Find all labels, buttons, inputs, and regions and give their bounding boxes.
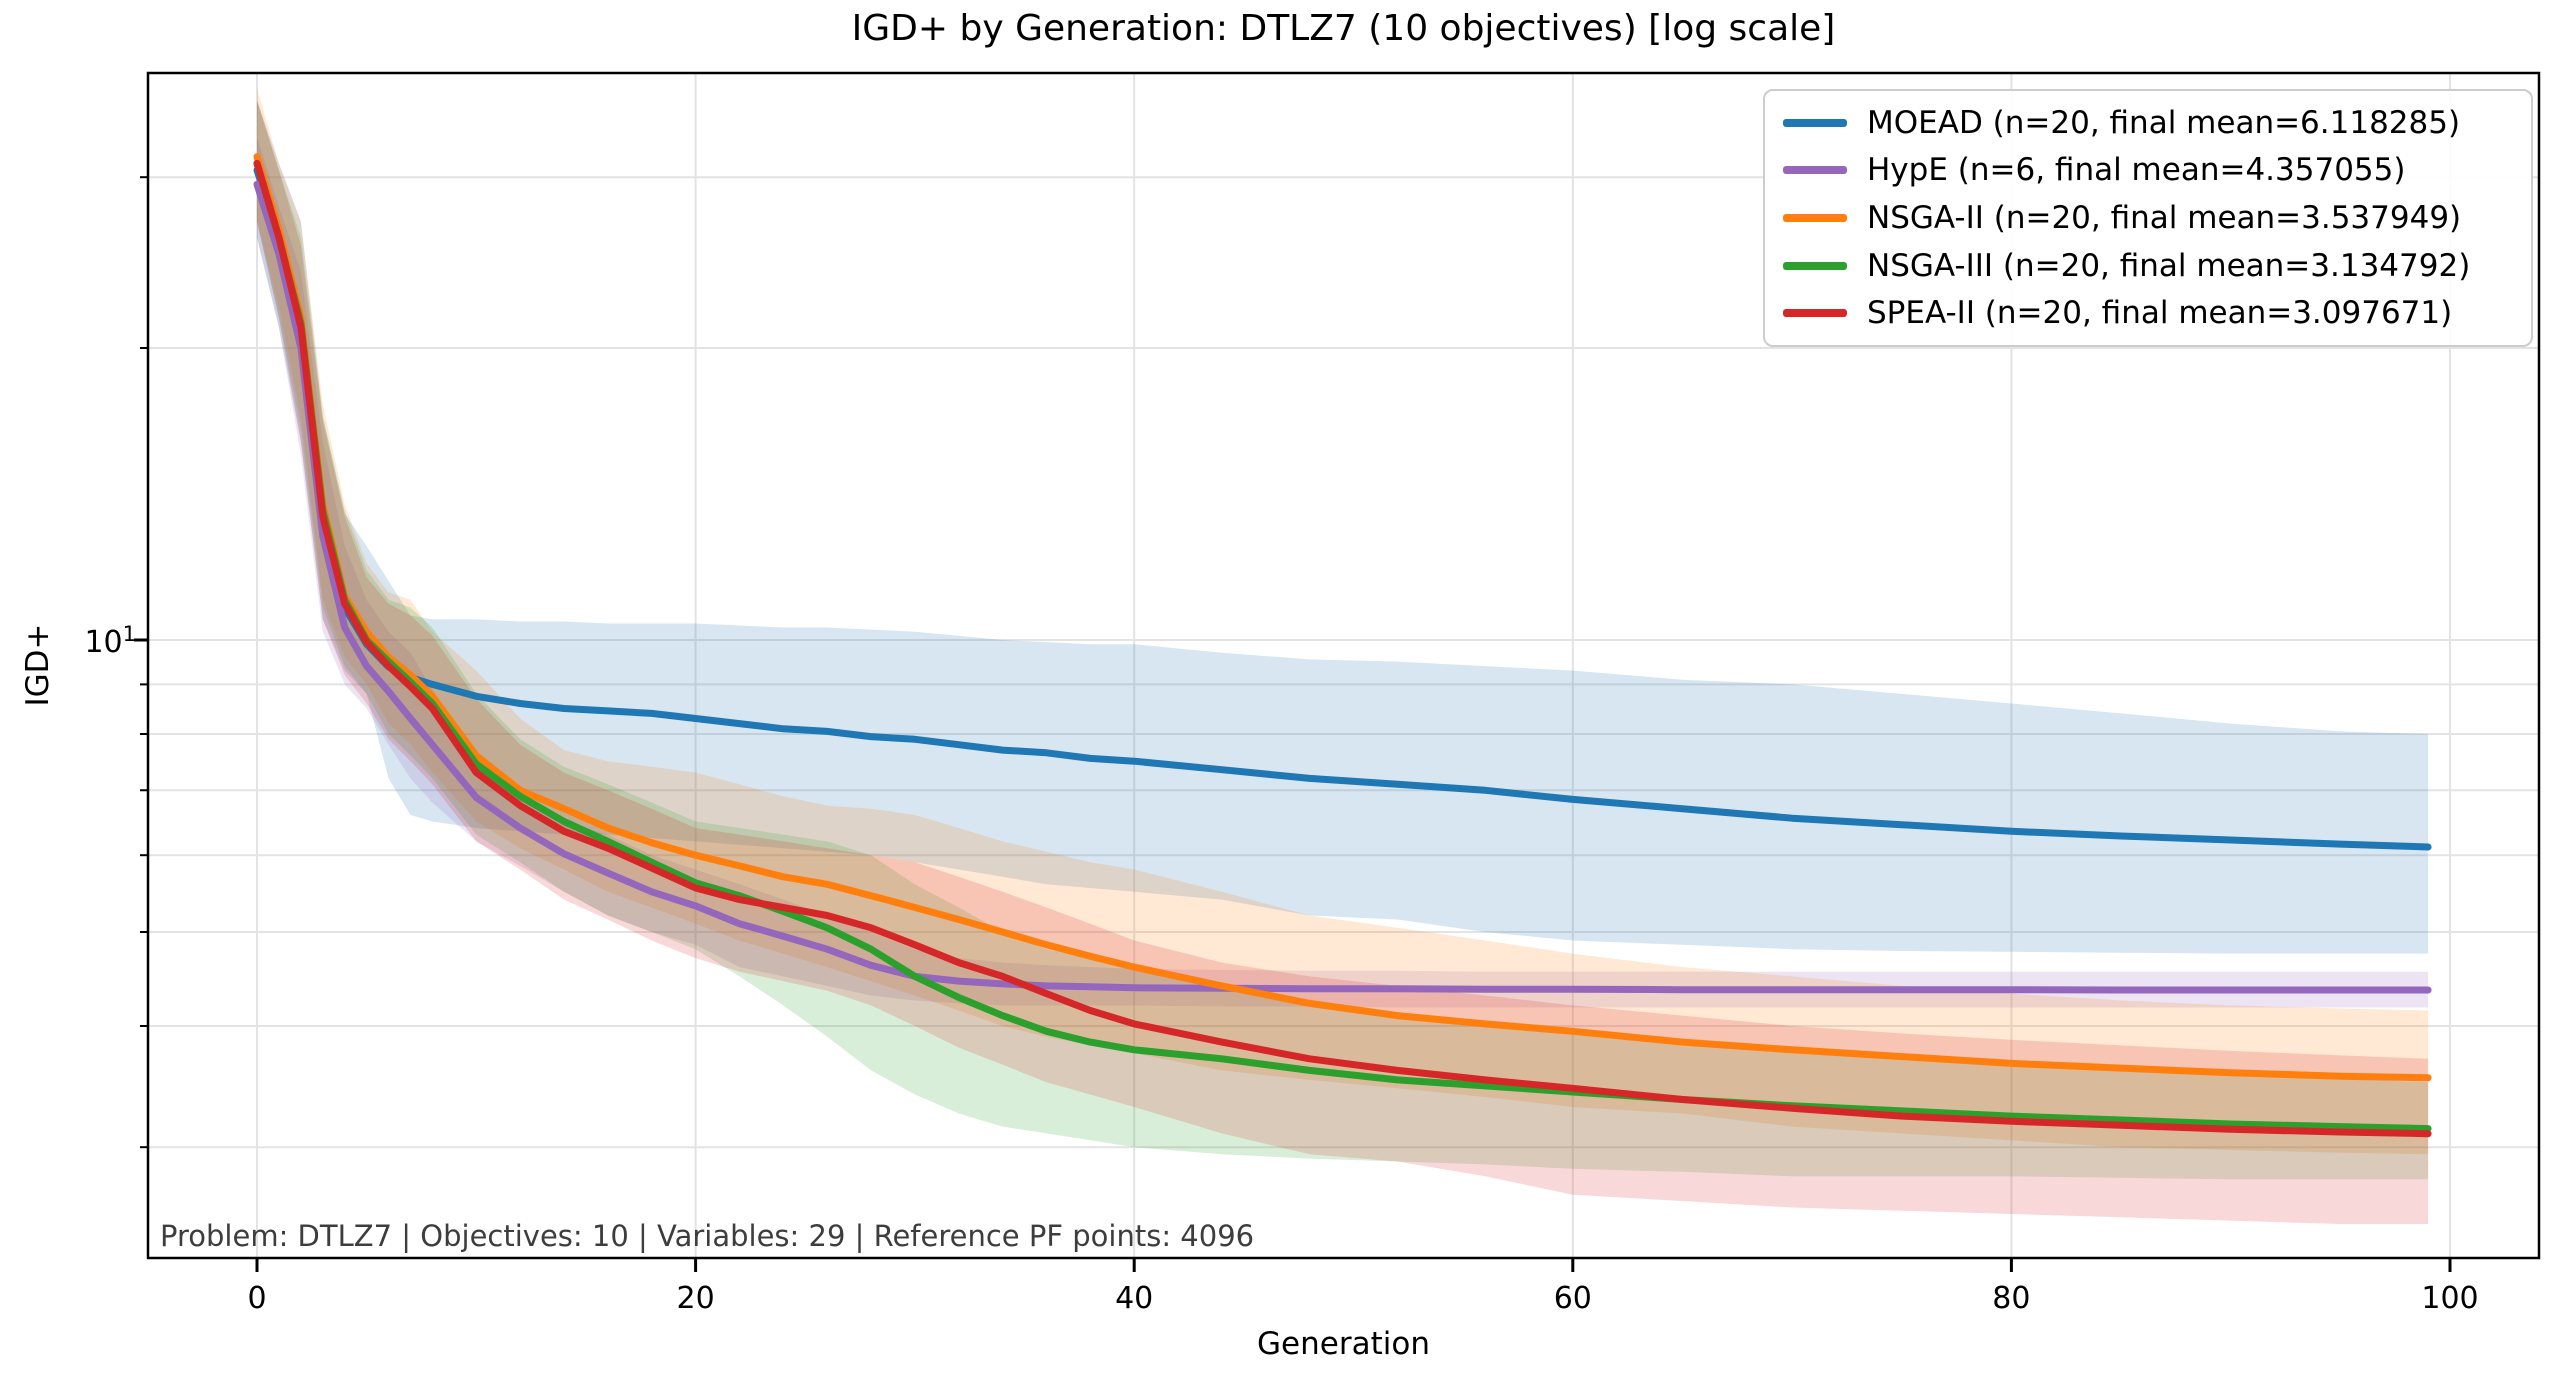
line-SPEA-II bbox=[253, 159, 2432, 1138]
x-axis-label: Generation bbox=[1257, 1326, 1430, 1362]
line-NSGA-II bbox=[253, 153, 2432, 1082]
legend-item-NSGA-II: NSGA-II (n=20, final mean=3.537949) bbox=[1783, 200, 2513, 236]
legend-item-MOEAD: MOEAD (n=20, final mean=6.118285) bbox=[1783, 105, 2513, 141]
legend-label-SPEA-II: SPEA-II (n=20, final mean=3.097671) bbox=[1867, 295, 2453, 332]
line-HypE bbox=[253, 180, 2432, 994]
x-tick-label-100: 100 bbox=[2421, 1281, 2479, 1316]
chart-title: IGD+ by Generation: DTLZ7 (10 objectives… bbox=[851, 8, 1836, 49]
axis-ticks bbox=[134, 176, 2452, 1272]
y-tick-label: 101 bbox=[0, 622, 136, 660]
x-tick-label-0: 0 bbox=[247, 1281, 267, 1316]
legend-label-NSGA-III: NSGA-III (n=20, final mean=3.134792) bbox=[1867, 247, 2471, 284]
legend-item-HypE: HypE (n=6, final mean=4.357055) bbox=[1783, 152, 2513, 188]
legend-swatch-MOEAD bbox=[1783, 118, 1847, 127]
annotation-text: Problem: DTLZ7 | Objectives: 10 | Variab… bbox=[160, 1219, 1255, 1253]
legend-label-HypE: HypE (n=6, final mean=4.357055) bbox=[1867, 152, 2406, 189]
legend-item-SPEA-II: SPEA-II (n=20, final mean=3.097671) bbox=[1783, 295, 2513, 331]
legend-swatch-NSGA-III bbox=[1783, 261, 1847, 270]
legend-swatch-SPEA-II bbox=[1783, 309, 1847, 318]
legend-label-NSGA-II: NSGA-II (n=20, final mean=3.537949) bbox=[1867, 199, 2462, 236]
legend: MOEAD (n=20, final mean=6.118285) HypE (n… bbox=[1763, 89, 2533, 347]
x-tick-label-60: 60 bbox=[1553, 1281, 1592, 1316]
y-tick-base: 10 bbox=[84, 625, 123, 660]
y-tick-exponent: 1 bbox=[122, 622, 136, 646]
legend-label-MOEAD: MOEAD (n=20, final mean=6.118285) bbox=[1867, 104, 2461, 141]
x-tick-label-80: 80 bbox=[1992, 1281, 2031, 1316]
series-lines bbox=[253, 153, 2432, 1138]
x-tick-label-40: 40 bbox=[1115, 1281, 1154, 1316]
x-tick-label-20: 20 bbox=[676, 1281, 715, 1316]
legend-swatch-HypE bbox=[1783, 166, 1847, 175]
legend-item-NSGA-III: NSGA-III (n=20, final mean=3.134792) bbox=[1783, 248, 2513, 284]
band-MOEAD bbox=[257, 100, 2429, 954]
band-NSGA-II bbox=[257, 88, 2429, 1155]
legend-swatch-NSGA-II bbox=[1783, 213, 1847, 222]
plot-frame bbox=[146, 71, 2541, 1260]
